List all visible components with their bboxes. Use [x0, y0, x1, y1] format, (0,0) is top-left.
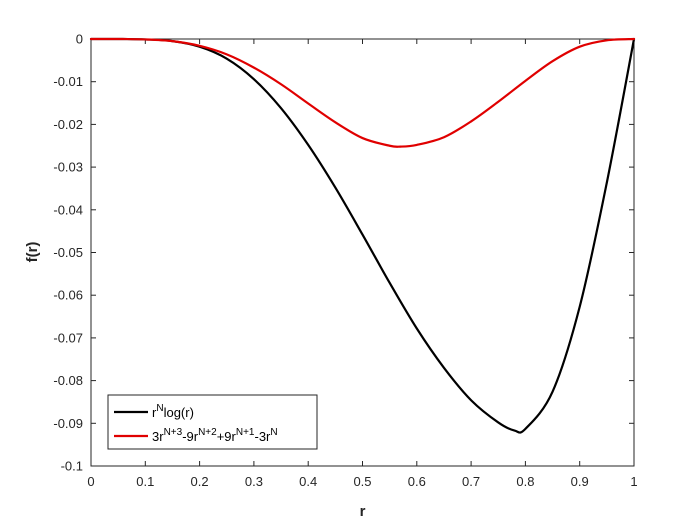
- y-tick-label: 0: [76, 32, 83, 47]
- x-tick-label: 0.5: [353, 474, 371, 489]
- y-tick-label: -0.02: [53, 117, 83, 132]
- y-tick-label: -0.04: [53, 202, 83, 217]
- series-line-2: [89, 37, 636, 148]
- y-tick-label: -0.07: [53, 330, 83, 345]
- x-tick-label: 0.1: [136, 474, 154, 489]
- x-tick-label: 1: [630, 474, 637, 489]
- y-axis-label: f(r): [24, 242, 41, 263]
- y-axis: 0 -0.01 -0.02 -0.03 -0.04 -0.05 -0.06 -0.07 -0.0…: [53, 32, 634, 474]
- legend: rNlog(r) 3rN+3-9rN+2+9rN+1-3rN: [107, 394, 318, 450]
- x-tick-label: 0.9: [571, 474, 589, 489]
- x-axis-label: r: [360, 503, 366, 520]
- y-tick-label: -0.1: [61, 459, 83, 474]
- x-tick-label: 0.8: [516, 474, 534, 489]
- x-tick-label: 0.3: [245, 474, 263, 489]
- y-tick-label: -0.08: [53, 373, 83, 388]
- x-tick-label: 0.2: [191, 474, 209, 489]
- x-tick-label: 0.4: [299, 474, 317, 489]
- legend-label: 3rN+3-9rN+2+9rN+1-3rN: [152, 427, 278, 444]
- x-tick-label: 0.6: [408, 474, 426, 489]
- y-tick-label: -0.05: [53, 245, 83, 260]
- legend-box: [107, 394, 318, 450]
- x-axis: 0 0.1 0.2 0.3 0.4 0.5 0.6 0.7 0.8 0.9 1: [87, 39, 638, 489]
- y-tick-label: -0.06: [53, 288, 83, 303]
- y-tick-label: -0.09: [53, 416, 83, 431]
- y-tick-label: -0.03: [53, 160, 83, 175]
- x-tick-label: 0: [87, 474, 94, 489]
- legend-label: rNlog(r): [152, 403, 194, 420]
- series-layer: [89, 37, 636, 434]
- y-tick-label: -0.01: [53, 74, 83, 89]
- x-tick-label: 0.7: [462, 474, 480, 489]
